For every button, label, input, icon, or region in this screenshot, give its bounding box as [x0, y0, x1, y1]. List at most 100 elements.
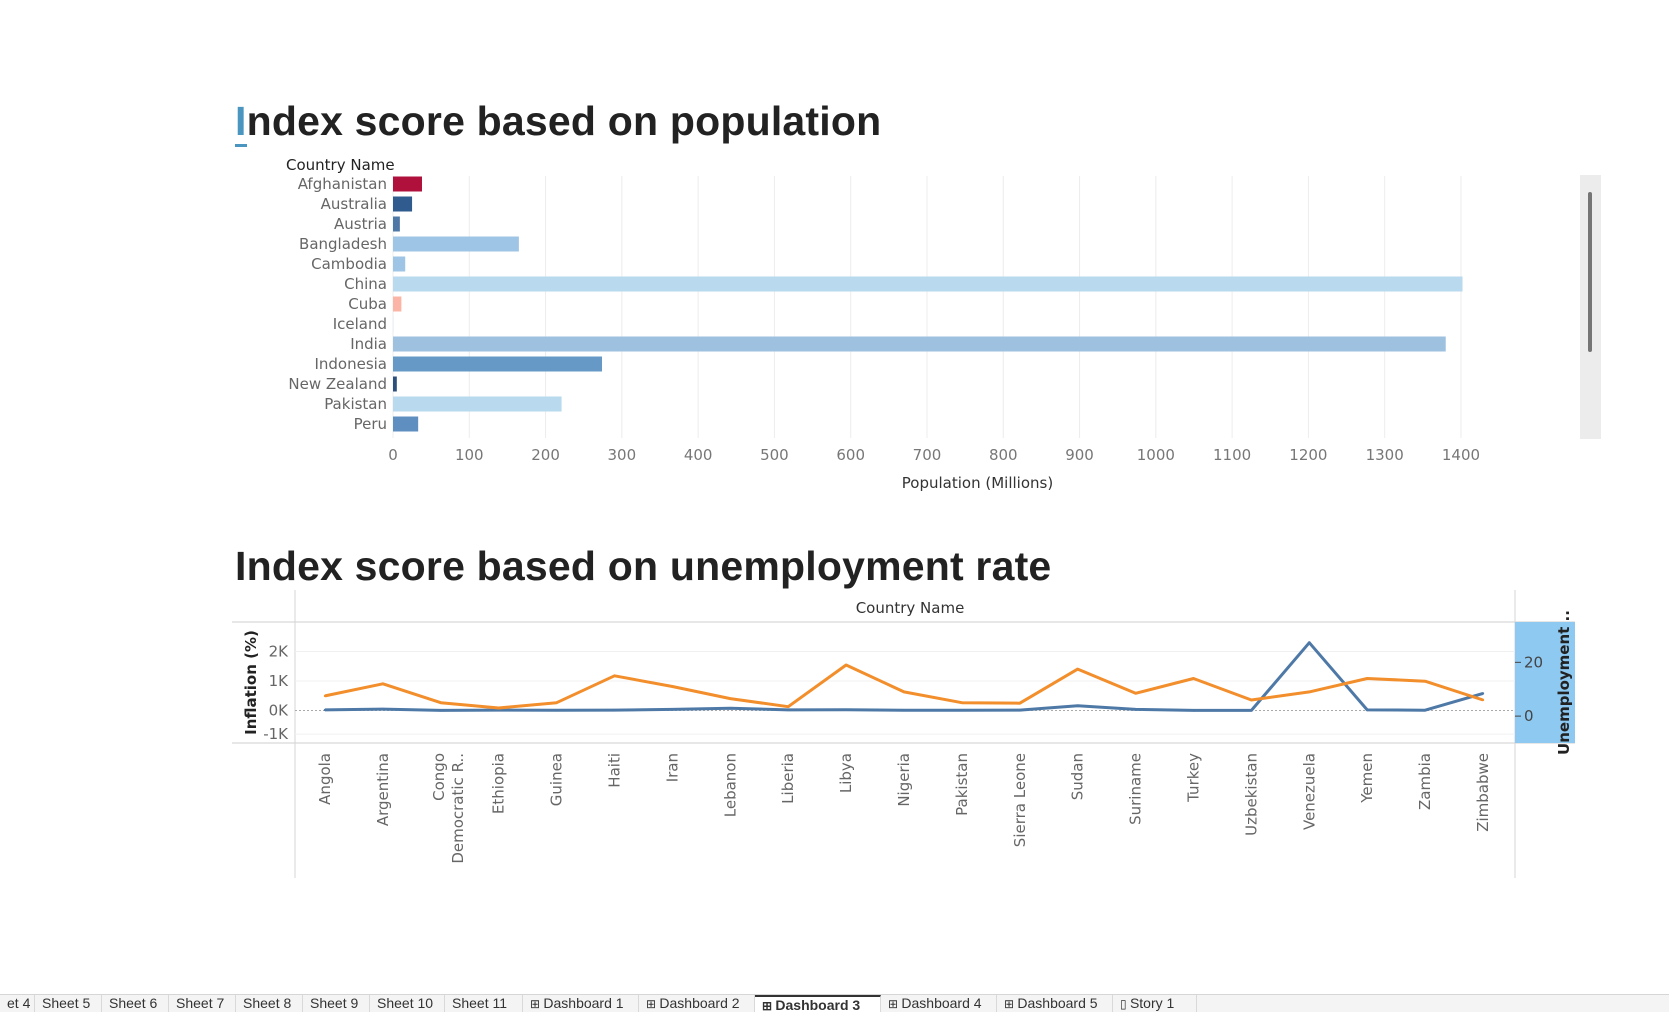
x-tick-label: Argentina [374, 753, 392, 826]
series-point [1423, 679, 1427, 683]
tab-sheet-7[interactable]: Sheet 7 [169, 995, 236, 1012]
tab-sheet-6[interactable]: Sheet 6 [102, 995, 169, 1012]
series-point [613, 708, 616, 712]
x-tick-label: Zimbabwe [1474, 753, 1492, 832]
series-point [844, 708, 848, 711]
x-tick-label: Angola [316, 753, 334, 805]
x-tick-label: Democratic R.. [449, 753, 467, 864]
tab-label: Dashboard 4 [901, 995, 982, 1011]
tab-label: Dashboard 2 [659, 995, 740, 1011]
series-point [729, 697, 732, 700]
series-point [1134, 692, 1137, 695]
series-point [729, 706, 732, 710]
tab-sheet-11[interactable]: Sheet 11 [445, 995, 523, 1012]
unemployment-chart-title: Index score based on unemployment rate [235, 543, 1052, 589]
tab-sheet-9[interactable]: Sheet 9 [303, 995, 370, 1012]
series-point [613, 674, 616, 677]
series-point [671, 708, 674, 711]
bar [393, 416, 419, 432]
unemployment-line-chart: Country Name 2K 1K 0K -1K 20 0 Inflation (%) Une… [232, 590, 1575, 878]
x-tick-label: 800 [989, 446, 1018, 464]
tab-label: Sheet 6 [109, 995, 158, 1011]
series-point [1018, 708, 1021, 712]
tab-dashboard-2[interactable]: ⊞ Dashboard 2 [639, 995, 755, 1012]
series-point [1250, 709, 1253, 712]
right-tick-label: 20 [1524, 653, 1543, 671]
x-tick-label: Haiti [606, 753, 624, 788]
series-point [381, 682, 385, 686]
series-point [1076, 667, 1079, 671]
tab-label: Sheet 7 [176, 995, 225, 1011]
tab-label: Dashboard 5 [1017, 995, 1098, 1011]
bar [393, 276, 1463, 292]
tab-label: Sheet 9 [310, 995, 359, 1011]
series-point [323, 694, 327, 698]
x-tick-label: 300 [608, 446, 637, 464]
x-tick-label: 1400 [1442, 446, 1480, 464]
x-tick-label: 1200 [1289, 446, 1327, 464]
bar [393, 376, 397, 392]
tab-label: Story 1 [1129, 995, 1175, 1011]
story-icon: ▯ [1120, 997, 1130, 1011]
x-tick-label: Sierra Leone [1011, 753, 1029, 847]
tab-label: Dashboard 1 [543, 995, 624, 1011]
population-bar-chart: 0 100 200 300 400 500 600 700 800 900 1000 1100 1200… [286, 156, 1480, 492]
tab-et-4[interactable]: et 4 [0, 995, 35, 1012]
row-header: Country Name [286, 156, 395, 174]
title-first-letter: I [235, 98, 247, 147]
series-point [439, 709, 442, 712]
x-tick-label: 700 [913, 446, 942, 464]
series-point [555, 709, 558, 712]
row-label: Bangladesh [299, 235, 387, 253]
x-tick-label: 200 [531, 446, 560, 464]
x-tick-label: Uzbekistan [1242, 753, 1260, 836]
left-tick-label: -1K [263, 725, 289, 743]
tab-dashboard-5[interactable]: ⊞ Dashboard 5 [997, 995, 1113, 1012]
left-tick-label: 2K [269, 643, 290, 661]
row-label: Austria [334, 215, 387, 233]
x-tick-label: Ethiopia [490, 753, 508, 814]
series-point [1423, 709, 1427, 712]
tab-sheet-10[interactable]: Sheet 10 [370, 995, 445, 1012]
x-tick-label: 500 [760, 446, 789, 464]
x-tick-label: 1000 [1137, 446, 1175, 464]
tab-story-1[interactable]: ▯ Story 1 [1113, 995, 1197, 1012]
series-point [1366, 708, 1369, 712]
x-axis-title: Population (Millions) [902, 474, 1053, 492]
tab-sheet-8[interactable]: Sheet 8 [236, 995, 303, 1012]
x-tick-label: Liberia [779, 753, 797, 804]
series-point [497, 708, 500, 712]
row-label: India [350, 335, 387, 353]
series-point [1192, 677, 1195, 680]
tab-sheet-5[interactable]: Sheet 5 [35, 995, 102, 1012]
x-tick-label: 100 [455, 446, 484, 464]
scrollbar-thumb[interactable] [1588, 192, 1592, 352]
tab-label: Sheet 11 [452, 995, 508, 1011]
series-line-unemployment [324, 663, 1484, 710]
right-tick-label: 0 [1524, 707, 1534, 725]
x-tick-label: Lebanon [721, 753, 739, 817]
series-point [1018, 702, 1021, 705]
series-point [323, 708, 327, 712]
bar [393, 336, 1446, 352]
series-point [1192, 709, 1195, 712]
sheet-tab-bar: et 4 Sheet 5 Sheet 6 Sheet 7 Sheet 8 Sheet 9 S… [0, 994, 1669, 1012]
row-label: Peru [354, 415, 387, 433]
series-point [1481, 692, 1485, 695]
x-tick-label: 900 [1065, 446, 1094, 464]
bar [393, 236, 519, 252]
x-tick-label: Venezuela [1300, 753, 1318, 830]
tab-dashboard-3[interactable]: ⊞ Dashboard 3 [755, 995, 881, 1012]
series-point [497, 706, 500, 710]
tab-label: Sheet 5 [42, 995, 91, 1011]
tab-label: et 4 [7, 995, 31, 1011]
tab-dashboard-1[interactable]: ⊞ Dashboard 1 [523, 995, 639, 1012]
tab-dashboard-4[interactable]: ⊞ Dashboard 4 [881, 995, 997, 1012]
series-point [960, 709, 964, 712]
x-tick-label: 0 [388, 446, 398, 464]
bar [393, 216, 400, 232]
x-tick-label: Libya [837, 753, 855, 793]
series-point [555, 701, 558, 704]
series-point [671, 685, 674, 688]
left-axis-title: Inflation (%) [242, 630, 260, 735]
